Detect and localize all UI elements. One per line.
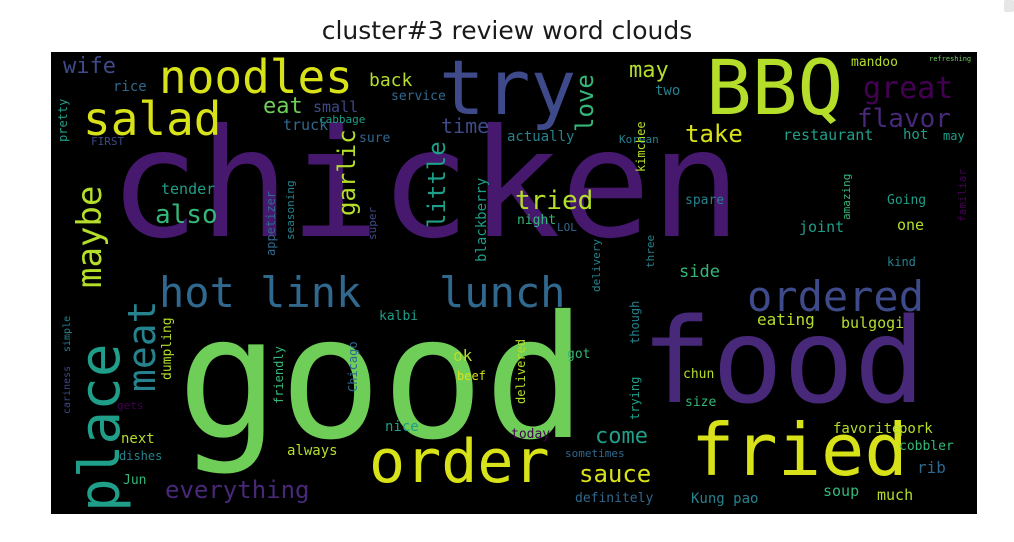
word-lunch: lunch bbox=[439, 268, 566, 317]
word-service: service bbox=[391, 89, 446, 104]
word-tried: tried bbox=[515, 186, 594, 216]
word-seasoning: seasoning bbox=[284, 180, 297, 240]
word-soup: soup bbox=[823, 482, 860, 500]
word-pork: pork bbox=[899, 421, 933, 437]
word-come: come bbox=[595, 424, 648, 449]
word-going: Going bbox=[887, 193, 927, 208]
word-definitely: definitely bbox=[575, 491, 654, 506]
word-kimchee: kimchee bbox=[634, 121, 648, 172]
word-take: take bbox=[685, 120, 743, 148]
word-kalbi: kalbi bbox=[379, 309, 419, 324]
word-size: size bbox=[685, 395, 717, 410]
scrollbar-thumb[interactable] bbox=[1004, 0, 1014, 12]
word-salad: salad bbox=[83, 92, 222, 146]
word-bulgogi: bulgogi bbox=[841, 314, 905, 332]
word-actually: actually bbox=[507, 129, 575, 145]
word-familiar: familiar bbox=[956, 169, 969, 222]
word-refreshing: refreshing bbox=[929, 55, 972, 63]
word-sometimes: sometimes bbox=[565, 447, 625, 460]
word-cariness: cariness bbox=[62, 365, 73, 414]
word-dumpling: dumpling bbox=[160, 317, 175, 380]
word-rice: rice bbox=[113, 79, 147, 95]
word-order: order bbox=[369, 427, 550, 497]
word-delivery: delivery bbox=[590, 239, 603, 292]
word-amazing: amazing bbox=[840, 173, 853, 220]
word-side: side bbox=[679, 262, 720, 282]
word-small: small bbox=[313, 98, 359, 116]
word-simple: simple bbox=[62, 315, 73, 352]
word-restaurant: restaurant bbox=[783, 126, 874, 144]
word-though: though bbox=[628, 300, 642, 344]
word-super: super bbox=[366, 206, 379, 240]
word-trying: trying bbox=[628, 376, 642, 420]
word-always: always bbox=[287, 443, 338, 459]
word-try: try bbox=[439, 52, 577, 132]
word-delivered: delivered bbox=[514, 338, 528, 404]
word-back: back bbox=[369, 70, 413, 91]
word-tender: tender bbox=[161, 180, 216, 198]
word-time: time bbox=[441, 114, 490, 138]
word-pretty: pretty bbox=[56, 98, 70, 142]
word-sauce: sauce bbox=[579, 460, 652, 488]
word-cabbage: cabbage bbox=[319, 113, 366, 126]
word-great: great bbox=[863, 71, 954, 106]
word-bbq: BBQ bbox=[706, 52, 844, 132]
word-flavor: flavor bbox=[857, 104, 951, 134]
word-wife: wife bbox=[63, 54, 116, 79]
word-three: three bbox=[644, 234, 657, 268]
word-food: food bbox=[641, 292, 926, 430]
word-dishes: dishes bbox=[119, 449, 163, 463]
word-hot: hot bbox=[903, 127, 929, 143]
word-good: good bbox=[177, 280, 587, 478]
word-rib: rib bbox=[917, 458, 946, 477]
word-today: today bbox=[511, 427, 551, 442]
word-mandoo: mandoo bbox=[851, 55, 898, 70]
word-gets: gets bbox=[117, 399, 144, 412]
word-favorite: favorite bbox=[833, 421, 901, 437]
word-sure: sure bbox=[359, 131, 391, 146]
word-everything: everything bbox=[165, 476, 310, 504]
word-fried: fried bbox=[691, 408, 908, 492]
word-ordered: ordered bbox=[747, 272, 925, 321]
word-love: love bbox=[571, 74, 599, 132]
word-friendly: friendly bbox=[272, 346, 286, 404]
word-two: two bbox=[655, 83, 681, 99]
word-spare: spare bbox=[685, 193, 725, 208]
word-blackberry: blackberry bbox=[474, 177, 490, 262]
word-little: little bbox=[423, 141, 451, 228]
word-eat: eat bbox=[263, 94, 303, 119]
word-chicago: Chicago bbox=[346, 341, 360, 392]
word-noodles: noodles bbox=[159, 52, 353, 104]
word-night: night bbox=[517, 213, 557, 228]
word-kung-pao: Kung pao bbox=[691, 491, 759, 507]
word-chun: chun bbox=[683, 367, 715, 382]
word-first: FIRST bbox=[91, 135, 125, 148]
word-hot-link: hot link bbox=[159, 268, 362, 317]
word-appetizer: appetizer bbox=[264, 190, 278, 256]
word-jun: Jun bbox=[123, 473, 147, 488]
word-may-2: may bbox=[943, 129, 965, 143]
word-joint: joint bbox=[799, 218, 845, 236]
word-meat: meat bbox=[120, 300, 164, 392]
word-much: much bbox=[877, 486, 914, 504]
word-maybe: maybe bbox=[70, 185, 110, 288]
word-cloud: chicken good food BBQ try noodles salad … bbox=[51, 52, 977, 514]
word-chicken: chicken bbox=[109, 98, 742, 272]
word-got: got bbox=[567, 347, 591, 362]
word-also: also bbox=[155, 200, 218, 230]
word-lol: LOL bbox=[557, 221, 577, 234]
word-one: one bbox=[897, 216, 925, 234]
word-truck: truck bbox=[283, 116, 329, 134]
word-may: may bbox=[629, 58, 669, 83]
word-cobbler: cobbler bbox=[899, 439, 954, 454]
word-next: next bbox=[121, 431, 155, 447]
word-nice: nice bbox=[385, 419, 419, 435]
figure-title: cluster#3 review word clouds bbox=[321, 16, 693, 45]
word-ok: ok bbox=[453, 346, 473, 365]
word-kind: kind bbox=[887, 255, 916, 269]
word-beef: beef bbox=[457, 369, 486, 383]
word-korean: Korean bbox=[619, 133, 659, 146]
word-garlic: garlic bbox=[333, 129, 361, 216]
word-eating: eating bbox=[757, 310, 815, 329]
